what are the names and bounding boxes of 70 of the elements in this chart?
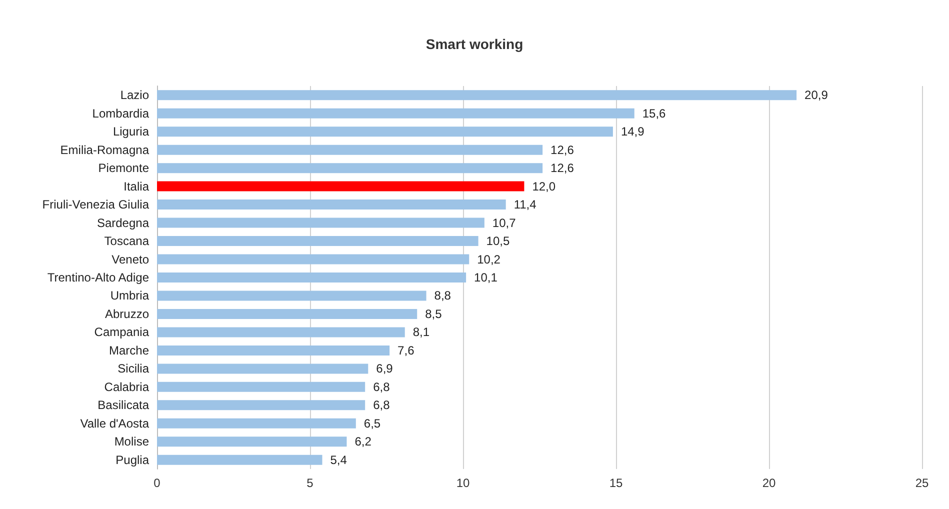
bar bbox=[157, 272, 466, 282]
y-tick-label: Lombardia bbox=[92, 106, 150, 120]
bar bbox=[157, 436, 347, 447]
bar bbox=[157, 382, 366, 392]
data-label: 10,7 bbox=[492, 216, 516, 230]
bar bbox=[157, 400, 366, 410]
y-tick-label: Veneto bbox=[112, 252, 150, 266]
y-tick-label: Marche bbox=[108, 343, 150, 358]
chart-title: Smart working bbox=[426, 36, 524, 52]
bar bbox=[157, 90, 797, 100]
data-label: 6,9 bbox=[376, 362, 394, 376]
bar bbox=[157, 181, 524, 192]
x-tick-label: 5 bbox=[306, 476, 314, 490]
bar bbox=[157, 327, 405, 338]
y-tick-label: Umbria bbox=[110, 288, 150, 303]
y-tick-label: Emilia-Romagna bbox=[60, 142, 150, 157]
y-tick-label: Friuli-Venezia Giulia bbox=[42, 198, 150, 212]
data-label: 10,1 bbox=[474, 270, 498, 284]
y-tick-label: Campania bbox=[94, 325, 150, 340]
y-tick-label: Valle d'Aosta bbox=[80, 416, 150, 430]
bar bbox=[157, 200, 506, 210]
bar bbox=[157, 126, 613, 137]
bar bbox=[157, 290, 426, 301]
y-tick-label: Molise bbox=[114, 434, 150, 449]
data-label: 12,6 bbox=[550, 161, 574, 176]
y-tick-label: Sicilia bbox=[118, 362, 150, 376]
data-label: 8,8 bbox=[434, 288, 452, 303]
y-tick-label: Piemonte bbox=[98, 161, 150, 176]
data-label: 10,2 bbox=[477, 252, 501, 266]
data-label: 8,5 bbox=[425, 306, 442, 321]
data-label: 12,0 bbox=[532, 179, 556, 194]
bar bbox=[157, 163, 543, 174]
bar bbox=[157, 454, 322, 465]
x-tick-label: 15 bbox=[609, 476, 623, 490]
bar bbox=[157, 418, 356, 428]
y-tick-label: Abruzzo bbox=[104, 306, 150, 321]
data-label: 5,4 bbox=[330, 452, 348, 467]
data-label: 14,9 bbox=[620, 124, 645, 139]
data-label: 6,5 bbox=[364, 416, 381, 430]
y-tick-label: Trentino-Alto Adige bbox=[47, 270, 150, 284]
data-label: 12,6 bbox=[550, 142, 574, 157]
data-label: 10,5 bbox=[486, 234, 510, 248]
y-tick-label: Basilicata bbox=[98, 398, 150, 412]
x-tick-label: 0 bbox=[154, 476, 161, 490]
x-tick-label: 10 bbox=[456, 476, 470, 490]
data-label: 8,1 bbox=[412, 325, 430, 340]
data-label: 6,2 bbox=[354, 434, 372, 449]
y-tick-label: Sardegna bbox=[96, 216, 150, 230]
y-tick-label: Puglia bbox=[116, 452, 150, 467]
bar bbox=[157, 254, 470, 264]
bar bbox=[157, 308, 418, 319]
bar bbox=[157, 236, 478, 246]
x-tick-label: 20 bbox=[762, 476, 776, 490]
y-tick-label: Italia bbox=[124, 179, 150, 194]
x-tick-label: 25 bbox=[915, 476, 929, 490]
bar bbox=[157, 108, 634, 118]
data-label: 6,8 bbox=[373, 398, 390, 412]
bar bbox=[157, 345, 390, 356]
y-tick-label: Liguria bbox=[112, 124, 150, 139]
data-label: 20,9 bbox=[804, 88, 828, 102]
bar bbox=[157, 364, 368, 374]
bar bbox=[157, 144, 543, 155]
bar bbox=[157, 218, 484, 228]
y-tick-label: Toscana bbox=[104, 234, 150, 248]
data-label: 6,8 bbox=[373, 380, 390, 394]
y-tick-label: Calabria bbox=[104, 380, 150, 394]
data-label: 7,6 bbox=[398, 343, 415, 358]
data-label: 15,6 bbox=[642, 106, 666, 120]
data-label: 11,4 bbox=[514, 198, 537, 212]
y-tick-label: Lazio bbox=[120, 88, 150, 102]
